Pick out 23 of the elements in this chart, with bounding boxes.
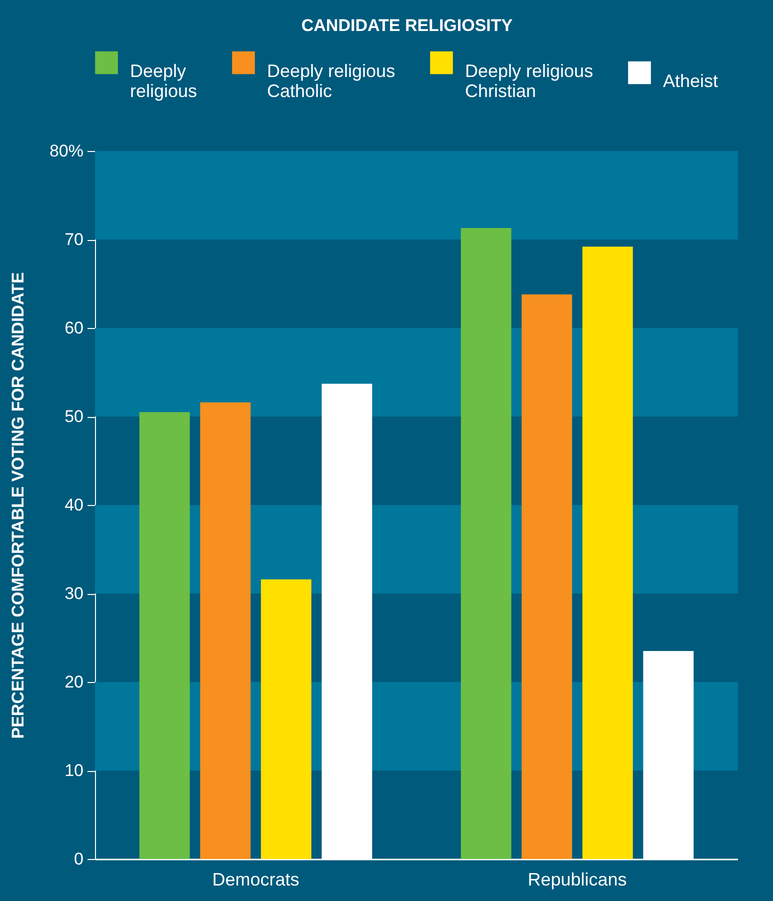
y-tick-label: 60	[64, 318, 84, 338]
bar	[582, 246, 633, 859]
legend-label: Deeply religious Christian	[465, 60, 594, 101]
legend-title: CANDIDATE RELIGIOSITY	[301, 16, 514, 35]
bar	[139, 412, 190, 859]
y-tick-label: 70	[64, 230, 84, 249]
bar	[460, 228, 512, 859]
y-tick-label: 20	[64, 672, 84, 692]
x-tick-label: Democrats	[212, 870, 300, 890]
y-tick-label: 0	[74, 850, 84, 868]
y-tick-label: 80%	[49, 142, 84, 160]
bar	[260, 579, 312, 859]
bar	[522, 294, 572, 859]
y-axis-title: PERCENTAGE COMFORTABLE VOTING FOR CANDIDATE	[8, 272, 28, 739]
y-tick-label: 50	[64, 407, 84, 426]
legend-label: Deeply religious	[130, 60, 198, 101]
legend-label: Atheist	[663, 70, 718, 91]
y-tick-label: 40	[64, 496, 84, 514]
legend-label: Deeply religious Catholic	[267, 60, 396, 101]
y-tick-label: 10	[64, 761, 84, 780]
bar	[200, 402, 251, 859]
y-tick-label: 30	[64, 584, 84, 603]
x-tick-label: Republicans	[528, 870, 627, 890]
